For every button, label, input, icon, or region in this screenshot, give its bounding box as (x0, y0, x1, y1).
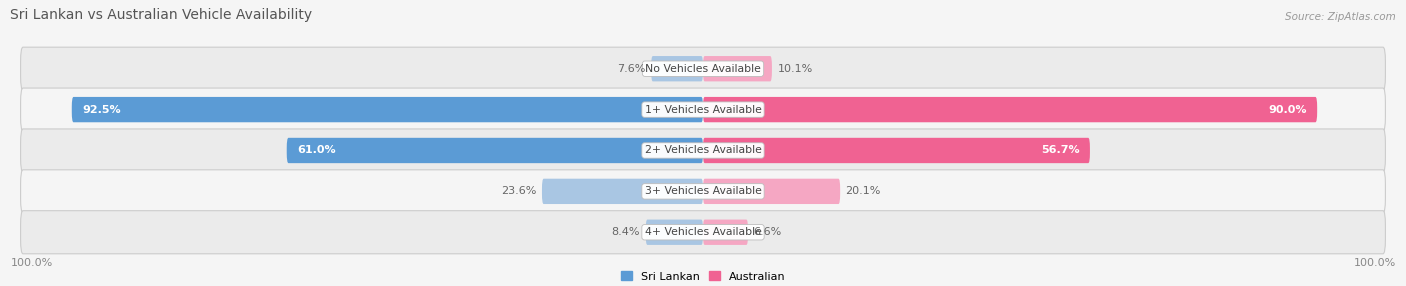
FancyBboxPatch shape (703, 56, 772, 82)
Text: 61.0%: 61.0% (297, 146, 336, 156)
FancyBboxPatch shape (21, 47, 1385, 90)
Text: Sri Lankan vs Australian Vehicle Availability: Sri Lankan vs Australian Vehicle Availab… (10, 8, 312, 22)
Text: 8.4%: 8.4% (612, 227, 640, 237)
FancyBboxPatch shape (287, 138, 703, 163)
Text: 3+ Vehicles Available: 3+ Vehicles Available (644, 186, 762, 196)
FancyBboxPatch shape (703, 220, 748, 245)
Text: 7.6%: 7.6% (617, 64, 645, 74)
Text: 10.1%: 10.1% (778, 64, 813, 74)
FancyBboxPatch shape (21, 88, 1385, 131)
FancyBboxPatch shape (703, 179, 841, 204)
Text: 4+ Vehicles Available: 4+ Vehicles Available (644, 227, 762, 237)
FancyBboxPatch shape (651, 56, 703, 82)
FancyBboxPatch shape (541, 179, 703, 204)
Text: 1+ Vehicles Available: 1+ Vehicles Available (644, 105, 762, 115)
Text: 56.7%: 56.7% (1040, 146, 1080, 156)
FancyBboxPatch shape (703, 138, 1090, 163)
FancyBboxPatch shape (21, 170, 1385, 213)
FancyBboxPatch shape (21, 211, 1385, 254)
Text: 2+ Vehicles Available: 2+ Vehicles Available (644, 146, 762, 156)
Text: Source: ZipAtlas.com: Source: ZipAtlas.com (1285, 12, 1396, 22)
Text: 100.0%: 100.0% (10, 258, 52, 268)
Text: 90.0%: 90.0% (1268, 105, 1308, 115)
Text: 6.6%: 6.6% (754, 227, 782, 237)
FancyBboxPatch shape (645, 220, 703, 245)
FancyBboxPatch shape (703, 97, 1317, 122)
Text: 92.5%: 92.5% (82, 105, 121, 115)
Text: 23.6%: 23.6% (501, 186, 537, 196)
Text: 100.0%: 100.0% (1354, 258, 1396, 268)
Text: 20.1%: 20.1% (845, 186, 882, 196)
Text: No Vehicles Available: No Vehicles Available (645, 64, 761, 74)
FancyBboxPatch shape (21, 129, 1385, 172)
Legend: Sri Lankan, Australian: Sri Lankan, Australian (621, 271, 785, 281)
FancyBboxPatch shape (72, 97, 703, 122)
